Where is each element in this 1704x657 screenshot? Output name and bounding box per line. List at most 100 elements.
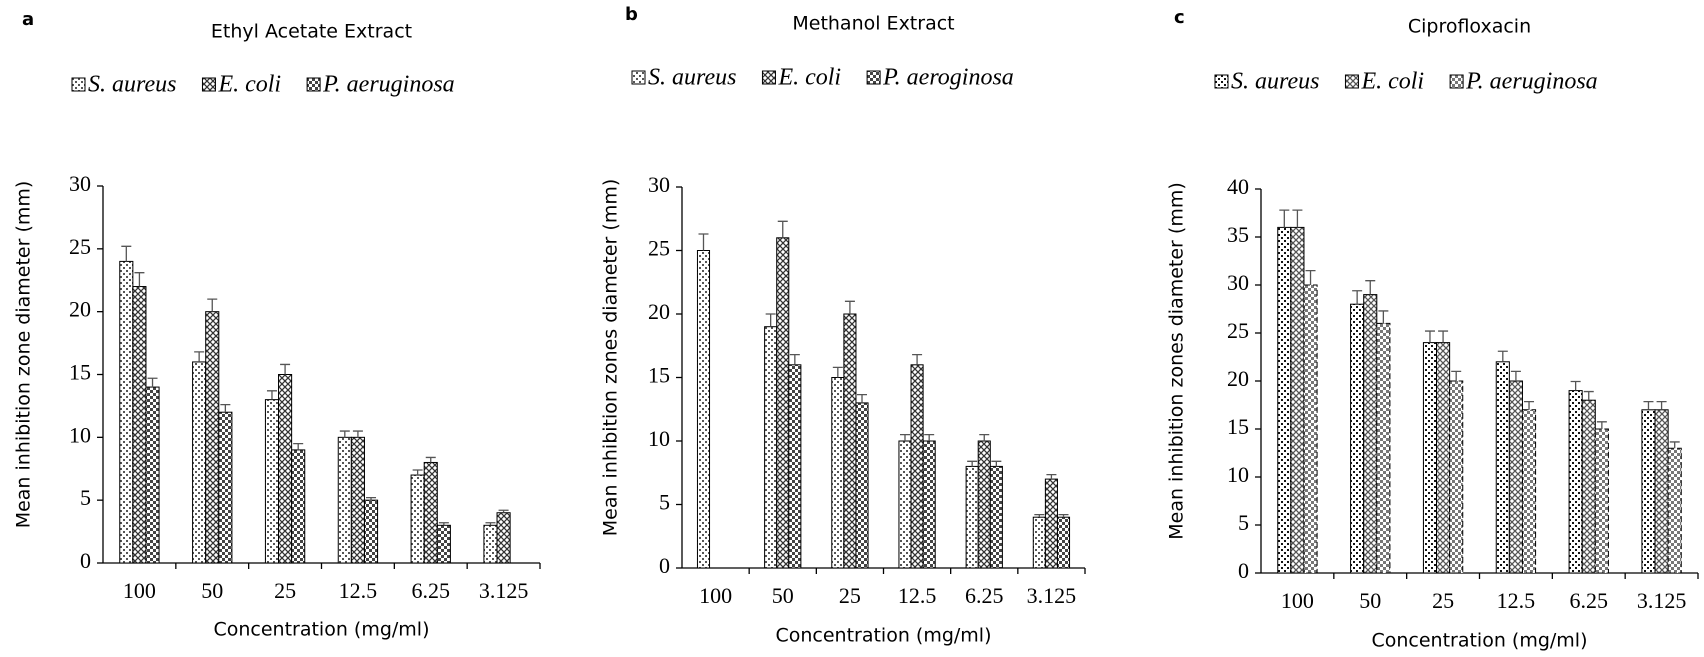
- bar: [989, 465, 1003, 569]
- chart-title: Ethyl Acetate Extract: [211, 21, 412, 43]
- bar: [278, 374, 293, 564]
- bar: [1290, 226, 1305, 574]
- legend-swatch: [866, 70, 881, 85]
- legend-label: P. aeruginosa: [1465, 69, 1598, 95]
- legend-label: S. aureus: [88, 72, 176, 98]
- bar: [1594, 428, 1609, 574]
- x-tick-label: 25: [1432, 588, 1454, 613]
- x-tick-label: 50: [201, 578, 223, 603]
- error-bar: [1643, 400, 1654, 410]
- panel-label: b: [625, 4, 638, 25]
- bar: [788, 364, 802, 569]
- bar: [132, 286, 147, 564]
- x-tick-label: 25: [274, 578, 296, 603]
- y-tick-label: 25: [1227, 318, 1249, 343]
- error-bar: [967, 460, 978, 467]
- bar: [119, 260, 134, 564]
- bar: [1056, 516, 1071, 569]
- error-bar: [844, 300, 855, 314]
- error-bar: [220, 404, 231, 413]
- bar: [1044, 478, 1058, 569]
- error-bar: [207, 298, 218, 312]
- error-bar: [1438, 330, 1449, 343]
- bar: [1032, 516, 1046, 569]
- error-bar: [280, 363, 291, 375]
- error-bar: [832, 366, 843, 378]
- error-bar: [1424, 330, 1435, 343]
- error-bar: [293, 442, 304, 450]
- error-bar: [352, 430, 363, 438]
- y-tick-label: 20: [648, 299, 670, 324]
- bar: [145, 386, 160, 564]
- bar: [350, 436, 365, 564]
- error-bar: [339, 430, 350, 438]
- legend-swatch: [631, 70, 646, 85]
- x-tick-label: 6.25: [1570, 588, 1609, 613]
- x-axis-label: Concentration (mg/ml): [1371, 630, 1587, 652]
- x-tick-label: 25: [839, 583, 861, 608]
- y-tick-label: 5: [659, 490, 670, 515]
- bar: [410, 474, 425, 564]
- chart-title: Methanol Extract: [792, 13, 954, 35]
- error-bar: [1292, 209, 1303, 228]
- bar: [1422, 342, 1438, 574]
- bar: [898, 440, 912, 569]
- error-bar: [777, 220, 788, 238]
- error-bar: [498, 509, 509, 513]
- y-tick-label: 10: [648, 426, 670, 451]
- error-bar: [912, 353, 923, 365]
- error-bar: [857, 393, 868, 403]
- error-bar: [1583, 390, 1594, 401]
- error-bar: [765, 313, 776, 327]
- y-axis-label: Mean inhibition zones diameter (mm): [1166, 182, 1188, 540]
- legend-swatch: [1344, 74, 1359, 89]
- bar: [218, 411, 233, 564]
- y-tick-label: 40: [1227, 174, 1249, 199]
- y-tick-label: 0: [1238, 558, 1249, 583]
- bar: [1581, 399, 1596, 574]
- error-bar: [979, 434, 990, 441]
- bar: [965, 465, 979, 569]
- error-bar: [1279, 209, 1290, 228]
- bar: [205, 311, 220, 564]
- y-tick-label: 5: [1238, 510, 1249, 535]
- error-bar: [485, 522, 496, 526]
- error-bar: [1596, 421, 1607, 429]
- bar: [423, 461, 438, 564]
- error-bar: [899, 434, 910, 441]
- legend-label: P. aeroginosa: [882, 65, 1014, 91]
- bar: [1436, 342, 1451, 574]
- error-bar: [1365, 280, 1376, 295]
- legend-label: E. coli: [777, 65, 841, 91]
- error-bar: [991, 460, 1002, 467]
- bar: [436, 524, 451, 564]
- error-bar: [1352, 290, 1363, 305]
- bar: [1508, 380, 1523, 574]
- error-bar: [789, 353, 800, 365]
- y-tick-label: 35: [1227, 222, 1249, 247]
- legend-label: E. coli: [217, 72, 281, 98]
- x-tick-label: 50: [772, 583, 794, 608]
- x-tick-label: 6.25: [412, 578, 451, 603]
- bar: [363, 499, 379, 564]
- y-tick-label: 5: [80, 485, 91, 510]
- y-tick-label: 30: [648, 172, 670, 197]
- y-tick-label: 25: [69, 234, 91, 259]
- error-bar: [1570, 380, 1581, 391]
- error-bar: [147, 377, 158, 388]
- x-axis-label: Concentration (mg/ml): [213, 619, 429, 641]
- error-bar: [194, 351, 205, 362]
- bar: [1363, 294, 1378, 574]
- legend-swatch: [71, 77, 86, 92]
- error-bar: [1524, 400, 1535, 410]
- legend-label: S. aureus: [1231, 69, 1319, 95]
- bar: [483, 524, 498, 564]
- bar: [1449, 380, 1464, 574]
- panel-label: c: [1174, 7, 1185, 28]
- bar: [696, 250, 711, 569]
- chart-title: Ciprofloxacin: [1408, 16, 1531, 38]
- bar: [192, 361, 207, 564]
- bar: [496, 512, 511, 564]
- y-tick-label: 30: [69, 171, 91, 196]
- bar: [843, 313, 857, 569]
